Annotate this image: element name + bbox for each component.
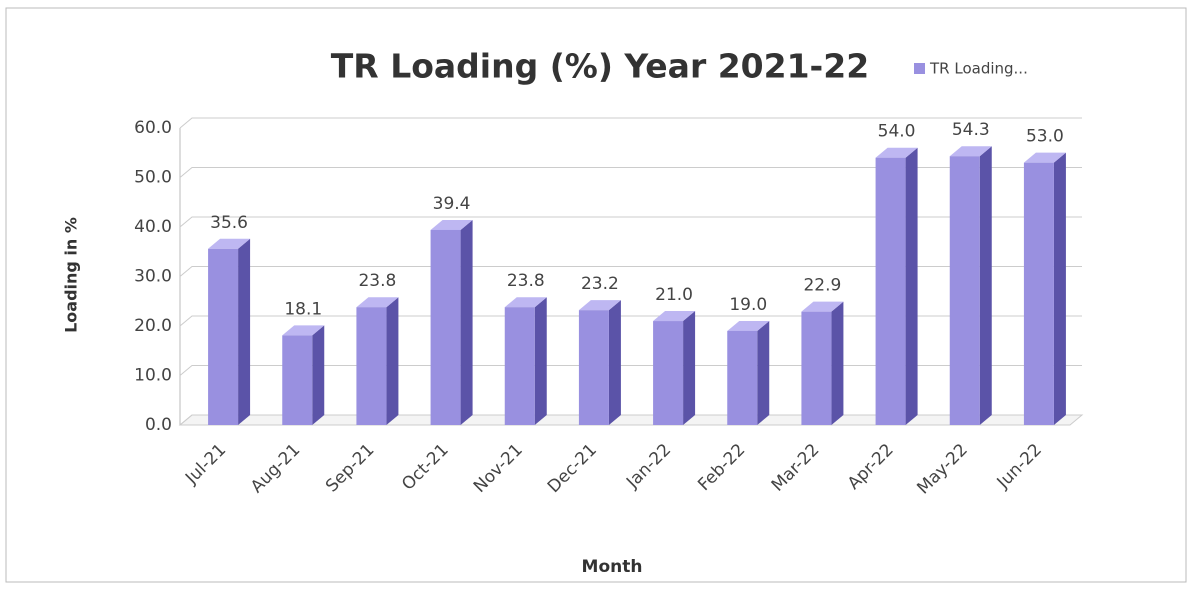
bar-side — [683, 311, 696, 425]
bar-top — [504, 297, 547, 308]
grid-line — [179, 216, 1082, 228]
value-label: 22.9 — [803, 276, 841, 296]
bar — [504, 307, 535, 425]
bar-side — [312, 325, 325, 425]
grid-line — [179, 365, 1082, 376]
bar-top — [727, 320, 770, 331]
y-tick-label: 10.0 — [134, 366, 172, 386]
bar-side — [238, 238, 251, 425]
bar-side — [979, 146, 992, 425]
bar-side — [831, 301, 844, 425]
bar — [282, 335, 313, 425]
bar-side — [757, 320, 770, 425]
value-label: 21.0 — [655, 285, 693, 305]
value-label: 19.0 — [729, 295, 767, 315]
value-label: 54.3 — [952, 120, 990, 140]
bar-side — [534, 297, 547, 425]
value-label: 23.8 — [358, 271, 396, 291]
bar-side — [386, 297, 399, 425]
bar-top — [801, 301, 844, 312]
bar-side — [1053, 152, 1066, 425]
bar — [875, 157, 906, 425]
bar — [801, 311, 832, 425]
x-axis-title: Month — [582, 557, 643, 577]
chart-title: TR Loading (%) Year 2021-22 — [331, 47, 869, 86]
legend-swatch — [914, 63, 925, 74]
bar — [208, 248, 239, 425]
bar — [949, 156, 980, 425]
value-label: 54.0 — [878, 122, 916, 142]
bar-top — [430, 219, 473, 230]
bar — [578, 310, 609, 425]
grid-line — [179, 315, 1082, 327]
bar — [1023, 162, 1054, 425]
bar-top — [653, 311, 696, 322]
y-tick-label: 50.0 — [134, 168, 172, 188]
bar-top — [949, 146, 992, 157]
value-label: 53.0 — [1026, 127, 1064, 147]
bar-side — [608, 300, 621, 425]
bar — [356, 307, 387, 425]
y-tick-label: 40.0 — [134, 217, 172, 237]
y-tick-label: 60.0 — [134, 118, 172, 138]
value-label: 18.1 — [284, 299, 322, 319]
value-label: 35.6 — [210, 213, 248, 233]
value-label: 39.4 — [433, 194, 471, 214]
y-tick-label: 20.0 — [134, 316, 172, 336]
bar-top — [1023, 152, 1066, 163]
y-tick-label: 30.0 — [134, 267, 172, 287]
grid-line — [179, 117, 1082, 129]
bar-top — [282, 325, 325, 336]
bar-side — [905, 147, 918, 425]
bar-top — [356, 297, 399, 308]
y-axis-title: Loading in % — [62, 217, 81, 333]
value-label: 23.2 — [581, 274, 619, 294]
grid-line — [179, 167, 1082, 178]
grid-line — [179, 266, 1082, 277]
bar — [727, 330, 758, 425]
chart-border — [5, 7, 1187, 583]
grid-line — [179, 414, 1082, 426]
bar-top — [578, 300, 621, 311]
bar-top — [875, 147, 918, 158]
bar-top — [208, 238, 251, 249]
legend-label: TR Loading... — [929, 60, 1028, 78]
bar-side — [460, 219, 473, 425]
bar — [430, 229, 461, 425]
value-label: 23.8 — [507, 271, 545, 291]
bar — [653, 321, 684, 425]
y-tick-label: 0.0 — [145, 415, 172, 435]
